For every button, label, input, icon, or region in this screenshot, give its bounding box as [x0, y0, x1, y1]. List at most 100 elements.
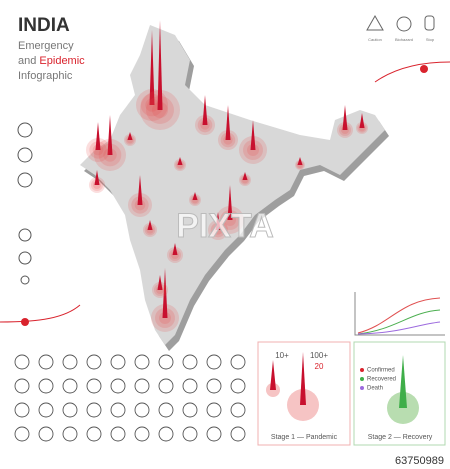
subtitle-highlight: Epidemic [39, 55, 85, 67]
icon [134, 378, 150, 394]
icon [14, 354, 30, 370]
legend-label: Recovered [367, 377, 396, 383]
icon [110, 378, 126, 394]
icon [206, 378, 222, 394]
icon [158, 378, 174, 394]
icon [14, 426, 30, 442]
icon [182, 378, 198, 394]
icon [14, 402, 30, 418]
curve [357, 309, 441, 335]
icon [158, 354, 174, 370]
arrow [374, 61, 450, 83]
icon [62, 402, 78, 418]
spike [202, 95, 208, 125]
legend-label: Confirmed [367, 368, 395, 374]
icon [14, 378, 30, 394]
icon [86, 426, 102, 442]
spike [215, 212, 221, 230]
icon [17, 122, 33, 138]
icon [62, 426, 78, 442]
icon [230, 354, 246, 370]
caution-icon [366, 14, 384, 31]
stage-panel [353, 341, 446, 446]
icon [230, 426, 246, 442]
axes [354, 292, 445, 336]
title: INDIA [18, 15, 70, 36]
spike [147, 220, 153, 230]
map [80, 25, 389, 351]
stage-caption: Stage 1 — Pandemic [271, 434, 338, 441]
icon [134, 402, 150, 418]
icon [38, 378, 54, 394]
icon [18, 251, 32, 265]
icon-grid [14, 354, 246, 442]
icon [230, 378, 246, 394]
spikes [86, 20, 368, 332]
legend-dot [360, 386, 364, 390]
icon [17, 172, 33, 188]
legend-dot [360, 377, 364, 381]
icon-label: Biohazard [395, 37, 413, 42]
icon [182, 402, 198, 418]
spike [149, 30, 155, 105]
spike [300, 352, 306, 405]
legend-label: Death [367, 386, 383, 392]
subtitle-line: and Epidemic [18, 55, 85, 67]
icon [110, 354, 126, 370]
spike [94, 170, 100, 185]
icon [110, 402, 126, 418]
spike [225, 105, 231, 140]
icon [134, 354, 150, 370]
spike [157, 275, 163, 290]
icon [38, 354, 54, 370]
hazard-icons [366, 14, 435, 32]
spike [95, 122, 101, 150]
icon [182, 426, 198, 442]
image-id: 63750989 [395, 455, 444, 467]
spike [342, 105, 348, 130]
icon [62, 378, 78, 394]
curve [357, 321, 441, 335]
stage-panel [257, 341, 351, 446]
stage-label: 100+ [310, 351, 328, 360]
icon [62, 354, 78, 370]
arrow-dot [21, 318, 29, 326]
side-icons [17, 122, 33, 285]
legend-dot [360, 368, 364, 372]
subtitle-line: Infographic [18, 70, 73, 82]
spike [137, 175, 143, 205]
spike [359, 113, 365, 128]
icon [20, 275, 30, 285]
spike [250, 120, 256, 150]
biohazard-icon [396, 16, 412, 32]
spike [157, 20, 163, 110]
icon [86, 378, 102, 394]
spike [399, 355, 407, 408]
spike [127, 132, 133, 140]
icon-label: Caution [368, 37, 382, 42]
line-chart-deco [354, 292, 445, 336]
stage-label: 10+ [275, 351, 289, 360]
map-shape [80, 25, 385, 345]
icon [182, 354, 198, 370]
stage-caption: Stage 2 — Recovery [368, 434, 433, 441]
icon [38, 402, 54, 418]
spike [192, 192, 198, 200]
icon [206, 426, 222, 442]
curve [357, 297, 441, 334]
icon [38, 426, 54, 442]
icon [86, 402, 102, 418]
spike [270, 360, 276, 390]
watermark: PIXTA [176, 207, 274, 245]
arrow-dot [420, 65, 428, 73]
icon [110, 426, 126, 442]
icon [230, 402, 246, 418]
spike [242, 172, 248, 180]
arrow [0, 304, 81, 323]
icon [134, 426, 150, 442]
icon [206, 402, 222, 418]
spike [162, 268, 168, 318]
spike [172, 243, 178, 255]
icon [86, 354, 102, 370]
